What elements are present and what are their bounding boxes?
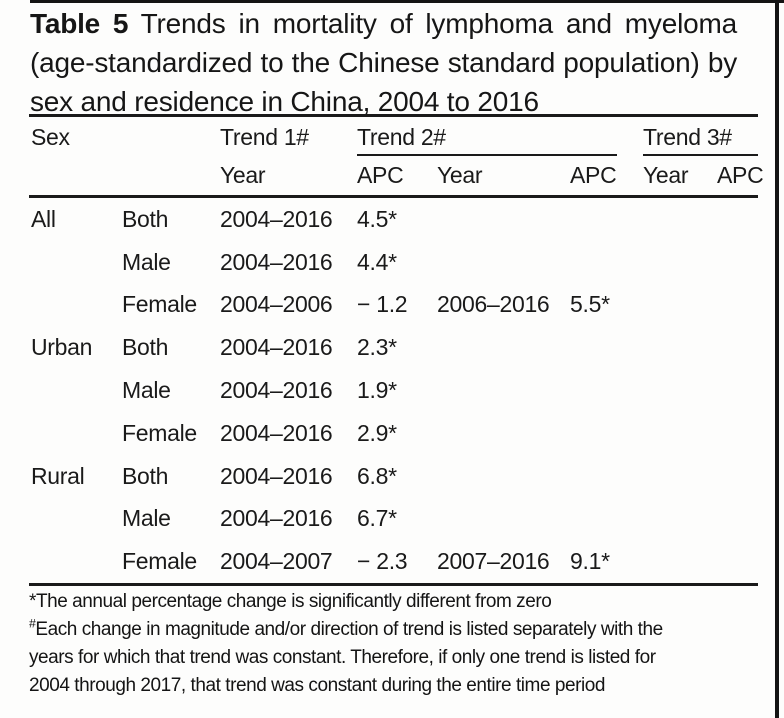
bottom-divider-rule: [29, 583, 758, 586]
cell-sex: Male: [122, 505, 171, 532]
hash-superscript: #: [29, 616, 36, 631]
subheader-trend2-apc: APC: [570, 162, 617, 188]
cell-trend2-apc: 5.5*: [570, 291, 610, 318]
cell-trend2-year: 2006–2016: [437, 291, 550, 318]
table-row: Urban Both 2004–2016 2.3*: [29, 326, 758, 369]
footnote-trend-line-2: years for which that trend was constant.…: [29, 647, 656, 668]
cell-trend1-year: 2004–2007: [220, 548, 333, 575]
top-border-line: [30, 0, 784, 3]
table-row: Male 2004–2016 6.7*: [29, 498, 758, 541]
table-row: Female 2004–2016 2.9*: [29, 412, 758, 455]
cell-residence-group: Urban: [31, 334, 93, 361]
cell-sex: Female: [122, 291, 197, 318]
trend2-underline: [357, 154, 617, 156]
table-header-groups: Sex Trend 1# Trend 2# Trend 3#: [29, 122, 758, 152]
caption-line-3: sex and residence in China, 2004 to 2016: [30, 86, 539, 117]
cell-trend1-apc: − 1.2: [357, 291, 408, 318]
header-trend3: Trend 3#: [643, 124, 732, 150]
caption-line-2: (age-standardized to the Chinese standar…: [30, 47, 737, 78]
caption-divider-rule: [29, 114, 758, 117]
cell-trend1-year: 2004–2016: [220, 505, 333, 532]
cell-sex: Female: [122, 548, 197, 575]
table-body: All Both 2004–2016 4.5* Male 2004–2016 4.4* Fem…: [29, 198, 758, 583]
cell-sex: Male: [122, 248, 171, 275]
cell-trend1-year: 2004–2016: [220, 377, 333, 404]
subheader-trend3-apc: APC: [717, 162, 764, 188]
footnote-trend-line-3: 2004 through 2017, that trend was consta…: [29, 675, 605, 696]
table-row: Female 2004–2006 − 1.2 2006–2016 5.5*: [29, 284, 758, 327]
cell-trend1-apc: − 2.3: [357, 548, 408, 575]
table-row: Female 2004–2007 − 2.3 2007–2016 9.1*: [29, 540, 758, 583]
cell-trend1-apc: 6.8*: [357, 462, 397, 489]
right-border-line: [775, 0, 779, 718]
table-row: Male 2004–2016 1.9*: [29, 369, 758, 412]
subheader-spacer: [122, 160, 220, 190]
cell-sex: Male: [122, 377, 171, 404]
header-trend2: Trend 2#: [357, 124, 446, 150]
table-caption: Table 5 Trends in mortality of lymphoma …: [30, 4, 737, 121]
table-row: Rural Both 2004–2016 6.8*: [29, 455, 758, 498]
cell-trend1-apc: 4.5*: [357, 205, 397, 232]
cell-trend1-year: 2004–2016: [220, 248, 333, 275]
table-subheaders: Year APC Year APC Year APC: [29, 160, 764, 190]
cell-residence-group: Rural: [31, 462, 85, 489]
cell-trend1-apc: 4.4*: [357, 248, 397, 275]
footnote-trend-line-1: #Each change in magnitude and/or directi…: [29, 616, 767, 644]
caption-line-1: Table 5 Trends in mortality of lymphoma …: [30, 4, 737, 43]
header-divider-rule: [29, 195, 758, 198]
footnote-trend-text-1: Each change in magnitude and/or directio…: [35, 619, 663, 640]
table-row: All Both 2004–2016 4.5*: [29, 198, 758, 241]
cell-trend1-apc: 1.9*: [357, 377, 397, 404]
subheader-trend2-year: Year: [437, 162, 483, 188]
table-footnotes: *The annual percentage change is signifi…: [29, 588, 767, 700]
cell-trend1-year: 2004–2016: [220, 462, 333, 489]
cell-trend1-year: 2004–2016: [220, 334, 333, 361]
cell-trend1-year: 2004–2016: [220, 419, 333, 446]
header-trend1: Trend 1#: [220, 124, 309, 150]
cell-trend1-apc: 2.3*: [357, 334, 397, 361]
cell-sex: Both: [122, 334, 169, 361]
header-sex: Sex: [31, 124, 70, 150]
cell-trend2-apc: 9.1*: [570, 548, 610, 575]
cell-sex: Female: [122, 419, 197, 446]
cell-sex: Both: [122, 462, 169, 489]
table-row: Male 2004–2016 4.4*: [29, 241, 758, 284]
subheader-trend3-year: Year: [643, 162, 689, 188]
cell-trend1-apc: 2.9*: [357, 419, 397, 446]
footnote-significance: *The annual percentage change is signifi…: [29, 591, 552, 612]
trend3-underline: [643, 154, 758, 156]
subheader-trend1-year: Year: [220, 162, 266, 188]
cell-sex: Both: [122, 205, 169, 232]
caption-text-1: Trends in mortality of lymphoma and myel…: [140, 8, 738, 39]
cell-trend1-year: 2004–2006: [220, 291, 333, 318]
table-number: Table 5: [30, 8, 129, 39]
subheader-spacer: [31, 160, 122, 190]
cell-residence-group: All: [31, 205, 56, 232]
subheader-trend1-apc: APC: [357, 162, 404, 188]
cell-trend2-year: 2007–2016: [437, 548, 550, 575]
cell-trend1-apc: 6.7*: [357, 505, 397, 532]
cell-trend1-year: 2004–2016: [220, 205, 333, 232]
